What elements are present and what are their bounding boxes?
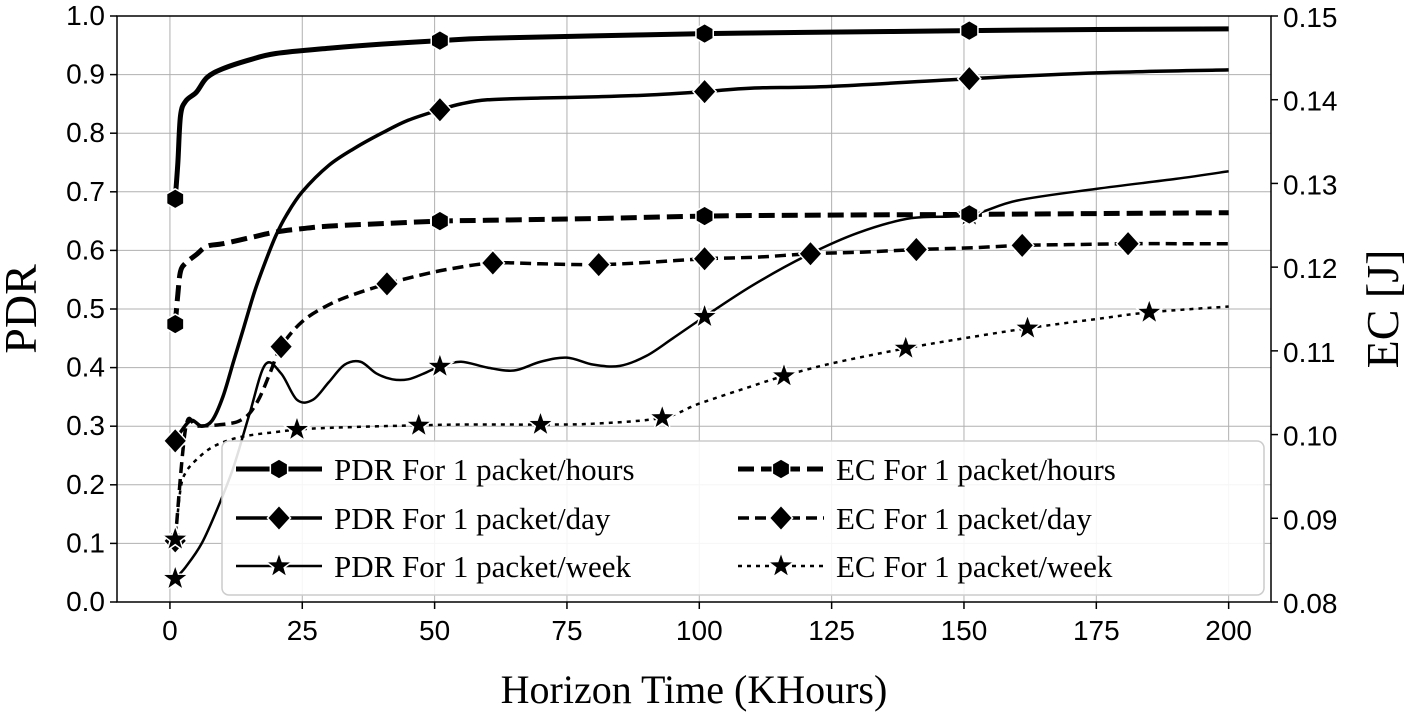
y2-tick-label: 0.11 — [1283, 337, 1335, 368]
series-4-marker — [1009, 231, 1035, 260]
series-5-marker — [525, 408, 556, 438]
series-3-marker — [430, 210, 450, 232]
series-lines — [172, 26, 1229, 580]
series-line-1 — [173, 68, 1229, 442]
y2-tick-label: 0.14 — [1283, 86, 1338, 117]
legend-label-1: PDR For 1 packet/day — [334, 501, 611, 536]
series-5-marker — [890, 332, 921, 362]
legend: PDR For 1 packet/hours PDR For 1 packet/d… — [221, 440, 1265, 596]
series-0-marker — [165, 187, 185, 210]
legend-marker-5 — [765, 549, 797, 579]
legend-marker-4 — [768, 504, 794, 532]
series-5-marker — [768, 359, 800, 389]
y-tick-label: 0.6 — [66, 234, 105, 265]
x-tick-label: 25 — [287, 615, 318, 646]
series-1-marker — [162, 427, 188, 455]
series-1-marker — [692, 77, 718, 106]
series-line-3 — [172, 210, 1229, 325]
series-4-marker — [268, 332, 294, 361]
y2-tick-label: 0.13 — [1283, 169, 1338, 200]
legend-label-4: EC For 1 packet/day — [836, 501, 1092, 536]
y2-tick-label: 0.10 — [1283, 421, 1338, 452]
axes: 0 25 50 75 100 125 150 175 200 0.0 0.1 0.2 0.3 0.4 0.5… — [66, 0, 1337, 646]
y-axis-title: PDR — [0, 264, 46, 354]
series-0-marker — [430, 29, 450, 52]
series-3-marker — [959, 203, 979, 226]
y-tick-label: 0.1 — [66, 527, 105, 558]
y-tick-label: 0.4 — [66, 352, 105, 383]
series-3-marker — [165, 313, 185, 335]
y-tick-label: 0.2 — [66, 469, 105, 500]
series-5-marker — [1012, 312, 1043, 342]
legend-label-3: EC For 1 packet/hours — [836, 452, 1116, 487]
series-5-marker — [1133, 296, 1165, 326]
x-tick-label: 125 — [808, 615, 855, 646]
y-tick-label: 0.5 — [66, 293, 105, 324]
series-0-marker — [695, 22, 714, 45]
y-tick-label: 0.9 — [66, 59, 105, 90]
legend-marker-0 — [269, 458, 289, 480]
series-2-marker — [424, 350, 456, 380]
series-4-marker — [586, 250, 612, 279]
x-tick-label: 150 — [941, 615, 988, 646]
x-tick-label: 50 — [419, 615, 450, 646]
y2-tick-label: 0.09 — [1283, 504, 1338, 535]
x-tick-label: 175 — [1073, 615, 1120, 646]
series-markers — [159, 19, 1165, 592]
series-5-marker — [159, 523, 191, 553]
x-tick-label: 0 — [162, 615, 178, 646]
series-1-marker — [956, 64, 982, 93]
series-line-4 — [173, 241, 1229, 542]
y-tick-label: 0.7 — [66, 176, 105, 207]
legend-marker-2 — [263, 549, 295, 579]
y-tick-label: 0.0 — [66, 586, 105, 617]
series-5-marker — [403, 409, 434, 439]
y-tick-label: 0.3 — [66, 410, 105, 441]
series-line-2 — [174, 170, 1229, 580]
series-4-marker — [374, 270, 400, 298]
series-5-marker — [281, 413, 313, 443]
y2-tick-label: 0.08 — [1283, 588, 1338, 619]
series-0-marker — [959, 19, 979, 42]
series-4-marker — [797, 239, 824, 268]
series-4-marker — [480, 249, 506, 277]
legend-marker-3 — [771, 458, 791, 480]
legend-marker-1 — [266, 504, 292, 532]
series-line-0 — [172, 26, 1229, 200]
y-tick-label: 0.8 — [66, 117, 105, 148]
series-4-marker — [903, 235, 929, 264]
series-4-marker — [692, 245, 718, 273]
legend-label-5: EC For 1 packet/week — [836, 549, 1113, 584]
series-2-marker — [689, 300, 720, 330]
y-tick-label: 1.0 — [66, 0, 105, 31]
series-5-marker — [646, 401, 678, 431]
y2-tick-label: 0.12 — [1283, 253, 1338, 284]
y2-axis-title: EC [J] — [1357, 250, 1408, 369]
legend-label-2: PDR For 1 packet/week — [334, 549, 632, 584]
series-2-marker — [159, 562, 191, 592]
x-tick-label: 100 — [676, 615, 723, 646]
x-tick-label: 200 — [1205, 615, 1252, 646]
series-4-marker — [1115, 229, 1141, 258]
series-1-marker — [427, 95, 453, 124]
series-line-5 — [173, 305, 1229, 540]
y2-tick-label: 0.15 — [1283, 2, 1338, 33]
x-axis-title: Horizon Time (KHours) — [501, 667, 888, 712]
series-3-marker — [695, 205, 714, 227]
x-tick-label: 75 — [551, 615, 582, 646]
legend-label-0: PDR For 1 packet/hours — [334, 452, 635, 487]
